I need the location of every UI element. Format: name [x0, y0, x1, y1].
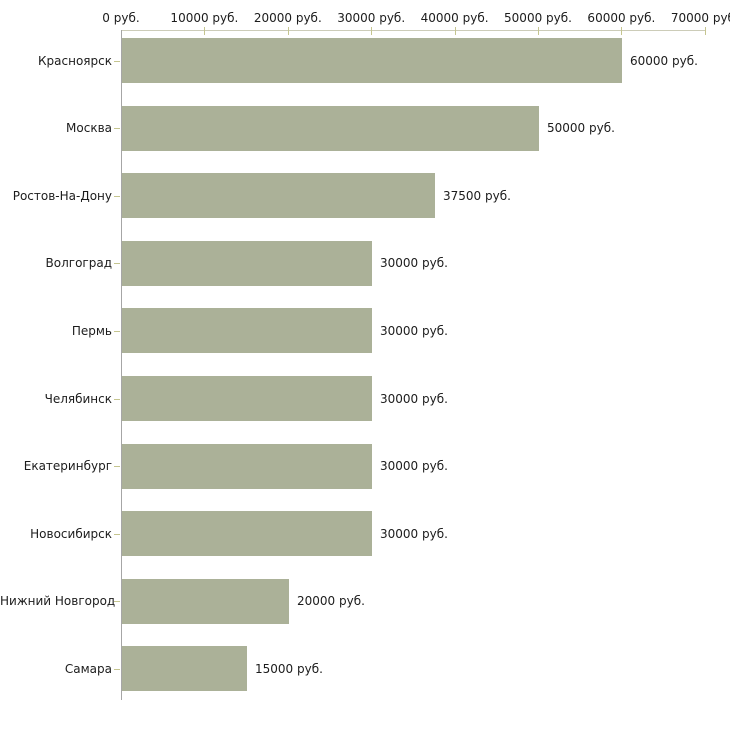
bar-value-label: 30000 руб.	[380, 526, 448, 541]
category-label: Пермь	[71, 323, 112, 338]
x-axis-tick-label: 40000 руб.	[420, 11, 489, 25]
x-axis-tick-label: 30000 руб.	[337, 11, 406, 25]
x-axis-tick-mark	[287, 27, 289, 35]
category-label: Ростов-На-Дону	[12, 188, 112, 203]
bar	[122, 173, 435, 219]
bar	[122, 443, 372, 489]
category-label: Волгоград	[45, 256, 112, 271]
bar-value-label: 60000 руб.	[630, 53, 698, 68]
x-axis-tick-mark	[538, 27, 539, 35]
bar	[122, 105, 539, 151]
x-axis-tick-mark	[454, 27, 456, 35]
x-axis-tick-label: 70000 руб.	[670, 11, 730, 25]
bar	[122, 38, 622, 83]
x-axis-tick-label: 10000 руб.	[170, 11, 239, 25]
x-axis-tick-label: 50000 руб.	[504, 11, 572, 25]
y-axis-tick-mark	[114, 399, 120, 400]
bar-value-label: 50000 руб.	[547, 121, 615, 136]
category-label: Нижний Новгород	[0, 594, 116, 609]
bar-value-label: 37500 руб.	[443, 188, 511, 203]
bar	[122, 376, 372, 421]
y-axis-tick-mark	[114, 331, 120, 332]
bar-value-label: 30000 руб.	[380, 391, 448, 406]
y-axis-tick-mark	[114, 196, 120, 197]
y-axis-tick-mark	[114, 669, 120, 670]
bar	[122, 308, 372, 354]
y-axis-tick-mark	[114, 128, 120, 129]
bar	[122, 578, 289, 624]
y-axis-tick-mark	[114, 534, 120, 535]
bar	[122, 646, 247, 692]
y-axis-tick-mark	[114, 601, 120, 602]
x-axis-tick-label: 60000 руб.	[587, 11, 656, 25]
x-axis-tick-mark	[204, 27, 206, 35]
bar-value-label: 30000 руб.	[380, 323, 448, 338]
category-label: Новосибирск	[30, 526, 112, 541]
x-axis-tick-mark	[704, 27, 706, 35]
x-axis-line	[121, 30, 705, 31]
bar	[122, 511, 372, 557]
y-axis-line	[121, 30, 122, 700]
y-axis-tick-mark	[114, 61, 120, 62]
category-label: Екатеринбург	[23, 459, 112, 474]
x-axis-tick-label: 20000 руб.	[253, 11, 322, 25]
bar	[122, 240, 372, 286]
category-label: Челябинск	[44, 391, 112, 406]
x-axis-tick-mark	[371, 27, 373, 35]
category-label: Самара	[64, 661, 112, 676]
bar-value-label: 30000 руб.	[380, 256, 448, 271]
y-axis-tick-mark	[114, 263, 120, 264]
x-axis-tick-mark	[621, 27, 623, 35]
bar-value-label: 20000 руб.	[297, 594, 365, 609]
x-axis-tick-label: 0 руб.	[102, 11, 140, 25]
bar-value-label: 30000 руб.	[380, 459, 448, 474]
y-axis-tick-mark	[114, 466, 120, 467]
bar-value-label: 15000 руб.	[255, 661, 323, 676]
category-label: Москва	[66, 121, 112, 136]
category-label: Красноярск	[38, 53, 112, 68]
